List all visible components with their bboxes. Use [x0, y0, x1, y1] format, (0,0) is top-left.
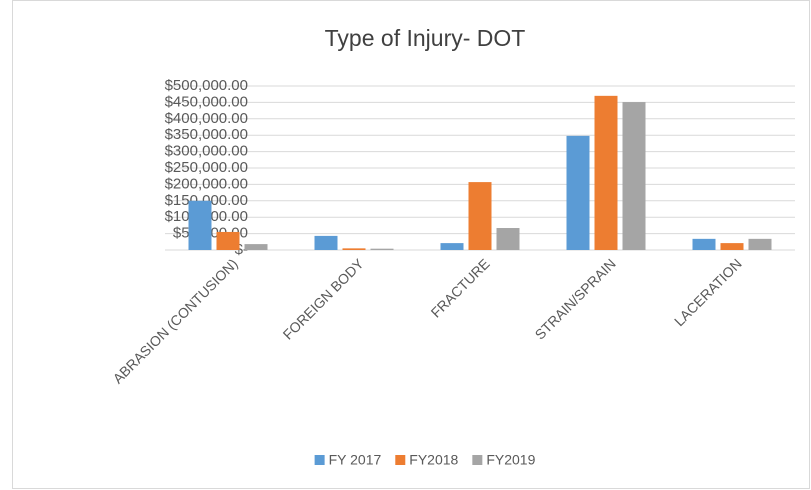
y-tick-label: $500,000.00 [165, 77, 248, 94]
bar [342, 248, 366, 250]
bar [468, 182, 492, 250]
legend-label: FY2018 [409, 452, 458, 468]
legend-swatch [472, 455, 483, 465]
bar [370, 248, 394, 250]
y-tick-label: $350,000.00 [165, 126, 248, 143]
legend-label: FY 2017 [329, 452, 382, 468]
chart-title: Type of Injury- DOT [325, 25, 526, 51]
y-tick-label: $400,000.00 [165, 110, 248, 127]
y-tick-label: $450,000.00 [165, 93, 248, 110]
bar [566, 135, 590, 250]
bar [720, 243, 744, 250]
bar [692, 238, 716, 250]
legend-label: FY2019 [486, 452, 535, 468]
bar [188, 200, 212, 250]
legend: FY 2017 FY2018 FY2019 [314, 452, 536, 468]
bar [622, 102, 646, 251]
bar [314, 235, 338, 250]
bar [216, 231, 240, 250]
bar [440, 243, 464, 250]
legend-swatch [314, 455, 325, 465]
y-tick-label: $200,000.00 [165, 175, 248, 192]
bar [244, 244, 268, 250]
y-tick-label: $250,000.00 [165, 159, 248, 176]
y-tick-label: $150,000.00 [165, 192, 248, 209]
y-tick-label: $300,000.00 [165, 143, 248, 160]
bar [748, 238, 772, 250]
bar [496, 228, 520, 250]
bar [594, 95, 618, 250]
chart-frame [12, 0, 810, 489]
legend-swatch [395, 455, 406, 465]
